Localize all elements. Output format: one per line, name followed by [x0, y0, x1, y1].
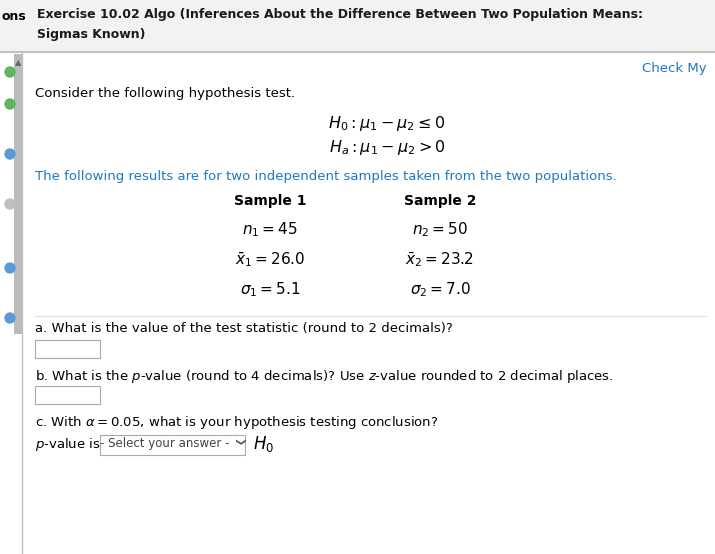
Text: $\bar{x}_1 = 26.0$: $\bar{x}_1 = 26.0$: [235, 250, 305, 269]
Circle shape: [5, 313, 15, 323]
Text: b. What is the $p$-value (round to 4 decimals)? Use $z$-value rounded to 2 decim: b. What is the $p$-value (round to 4 dec…: [35, 368, 613, 385]
Text: c. With $\alpha = 0.05$, what is your hypothesis testing conclusion?: c. With $\alpha = 0.05$, what is your hy…: [35, 414, 438, 431]
Circle shape: [5, 149, 15, 159]
Text: ons: ons: [1, 10, 26, 23]
Circle shape: [5, 263, 15, 273]
Text: $\sigma_2 = 7.0$: $\sigma_2 = 7.0$: [410, 280, 470, 299]
Text: Exercise 10.02 Algo (Inferences About the Difference Between Two Population Mean: Exercise 10.02 Algo (Inferences About th…: [37, 8, 643, 21]
FancyBboxPatch shape: [35, 340, 100, 358]
Text: $\sigma_1 = 5.1$: $\sigma_1 = 5.1$: [240, 280, 300, 299]
Text: $n_2 = 50$: $n_2 = 50$: [412, 220, 468, 239]
Text: - Select your answer -: - Select your answer -: [100, 437, 230, 450]
Text: ▲: ▲: [15, 58, 21, 67]
Text: a. What is the value of the test statistic (round to 2 decimals)?: a. What is the value of the test statist…: [35, 322, 453, 335]
Circle shape: [5, 199, 15, 209]
Text: ❯: ❯: [234, 438, 244, 446]
Text: Sigmas Known): Sigmas Known): [37, 28, 145, 41]
Text: $H_a: \mu_1 - \mu_2 > 0$: $H_a: \mu_1 - \mu_2 > 0$: [329, 138, 445, 157]
FancyBboxPatch shape: [100, 435, 245, 455]
Text: Sample 1: Sample 1: [234, 194, 306, 208]
Text: The following results are for two independent samples taken from the two populat: The following results are for two indepe…: [35, 170, 617, 183]
Text: Consider the following hypothesis test.: Consider the following hypothesis test.: [35, 87, 295, 100]
Text: $n_1 = 45$: $n_1 = 45$: [242, 220, 298, 239]
Text: $H_0$: $H_0$: [253, 434, 274, 454]
Text: Check My: Check My: [642, 62, 707, 75]
Text: $H_0: \mu_1 - \mu_2 \leq 0$: $H_0: \mu_1 - \mu_2 \leq 0$: [328, 114, 445, 133]
FancyBboxPatch shape: [14, 54, 22, 334]
Text: $p$-value is: $p$-value is: [35, 436, 101, 453]
FancyBboxPatch shape: [35, 386, 100, 404]
Circle shape: [5, 67, 15, 77]
Text: $\bar{x}_2 = 23.2$: $\bar{x}_2 = 23.2$: [405, 250, 475, 269]
Circle shape: [5, 99, 15, 109]
FancyBboxPatch shape: [0, 0, 715, 52]
Text: Sample 2: Sample 2: [404, 194, 476, 208]
